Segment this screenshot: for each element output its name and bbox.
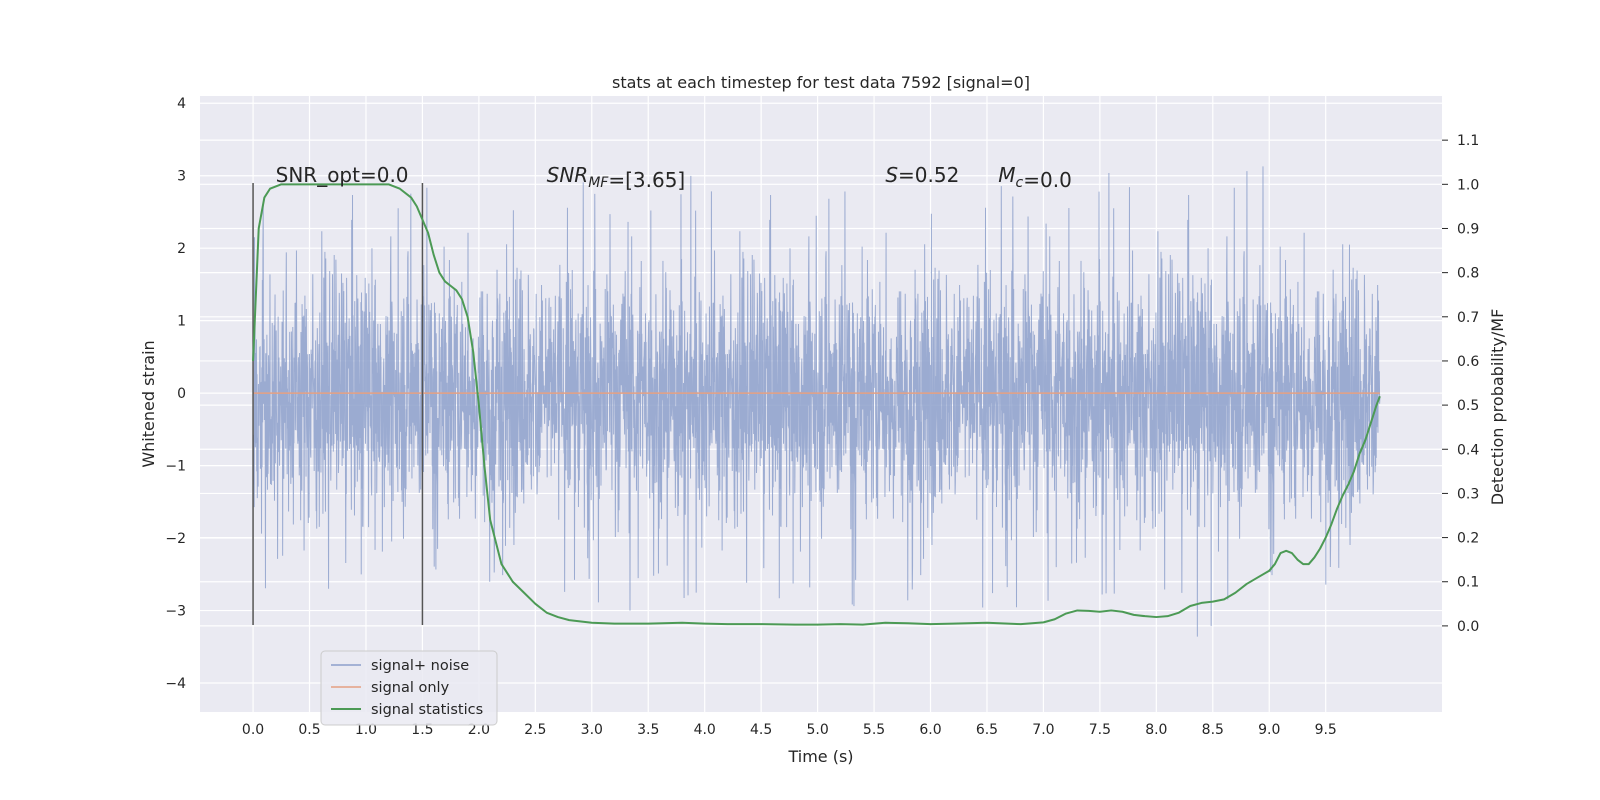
x-tick-label: 6.0 [919,722,941,738]
legend-box [320,650,498,726]
annotation-text: S=0.52 [885,163,959,187]
vertical-markers [252,182,424,626]
x-tick-label: 7.5 [1089,722,1111,738]
y2-tick-label: 0.7 [1457,310,1479,326]
annotations: SNR_opt=0.0 SNRMF=[3.65] S=0.52 Mc=0.0 [276,163,1072,192]
y2-axis-title: Detection probability/MF [1488,309,1507,506]
y-axis-ticks: −4 −3 −2 −1 0 1 2 3 4 [165,96,186,692]
x-axis-title: Time (s) [787,747,853,766]
x-tick-label: 4.0 [694,722,716,738]
y2-tick-label: 0.2 [1457,531,1479,547]
y2-axis-ticks: 0.0 0.1 0.2 0.3 0.4 0.5 0.6 0.7 0.8 0.9 1.0 1.1 [1442,133,1479,635]
y2-tick-label: 0.1 [1457,575,1479,591]
x-tick-label: 3.0 [581,722,603,738]
x-tick-label: 4.5 [750,722,772,738]
y2-tick-label: 0.3 [1457,486,1479,502]
series-signal-statistics [252,183,1381,626]
x-tick-label: 9.5 [1315,722,1337,738]
annotation-text: Mc=0.0 [998,163,1072,192]
y-tick-label: 3 [177,169,186,185]
x-tick-label: 1.0 [355,722,377,738]
x-tick-label: 2.5 [524,722,546,738]
y-tick-label: −2 [165,531,186,547]
y-tick-label: 0 [177,386,186,402]
x-tick-label: 3.5 [637,722,659,738]
x-axis-ticks: 0.0 0.5 1.0 1.5 2.0 2.5 3.0 3.5 4.0 4.5 5.0 5.5 6.0 6… [242,722,1337,738]
legend-label: signal only [371,680,450,696]
legend: signal+ noise signal only signal statistic… [320,650,498,726]
y-tick-label: 4 [177,96,186,112]
chart-title: stats at each timestep for test data 759… [612,73,1030,92]
y-tick-label: 1 [177,314,186,330]
annotation-text: SNRMF=[3.65] [547,163,686,192]
legend-label: signal+ noise [371,658,469,674]
y2-tick-label: 0.0 [1457,619,1479,635]
x-tick-label: 9.0 [1258,722,1280,738]
x-tick-label: 1.5 [411,722,433,738]
y2-tick-label: 0.9 [1457,221,1479,237]
y-tick-label: −3 [165,604,186,620]
y2-tick-label: 0.8 [1457,266,1479,282]
x-tick-label: 0.0 [242,722,264,738]
y-axis-title: Whitened strain [139,340,158,467]
y2-tick-label: 0.4 [1457,442,1479,458]
y2-tick-label: 1.0 [1457,177,1479,193]
annotation-text: SNR_opt=0.0 [276,163,409,187]
signal-noise-line [252,166,1381,637]
x-tick-label: 2.0 [468,722,490,738]
x-tick-label: 7.0 [1032,722,1054,738]
signal-statistics-line [252,183,1381,626]
series-signal-noise [252,166,1381,637]
x-tick-label: 5.0 [806,722,828,738]
y2-tick-label: 0.6 [1457,354,1479,370]
x-tick-label: 0.5 [298,722,320,738]
y2-tick-label: 1.1 [1457,133,1479,149]
x-tick-label: 6.5 [976,722,998,738]
y2-tick-label: 0.5 [1457,398,1479,414]
x-tick-label: 8.5 [1202,722,1224,738]
y-tick-label: 2 [177,241,186,257]
y-tick-label: −1 [165,459,186,475]
x-tick-label: 8.0 [1145,722,1167,738]
x-tick-label: 5.5 [863,722,885,738]
legend-label: signal statistics [371,702,483,718]
y-tick-label: −4 [165,676,186,692]
